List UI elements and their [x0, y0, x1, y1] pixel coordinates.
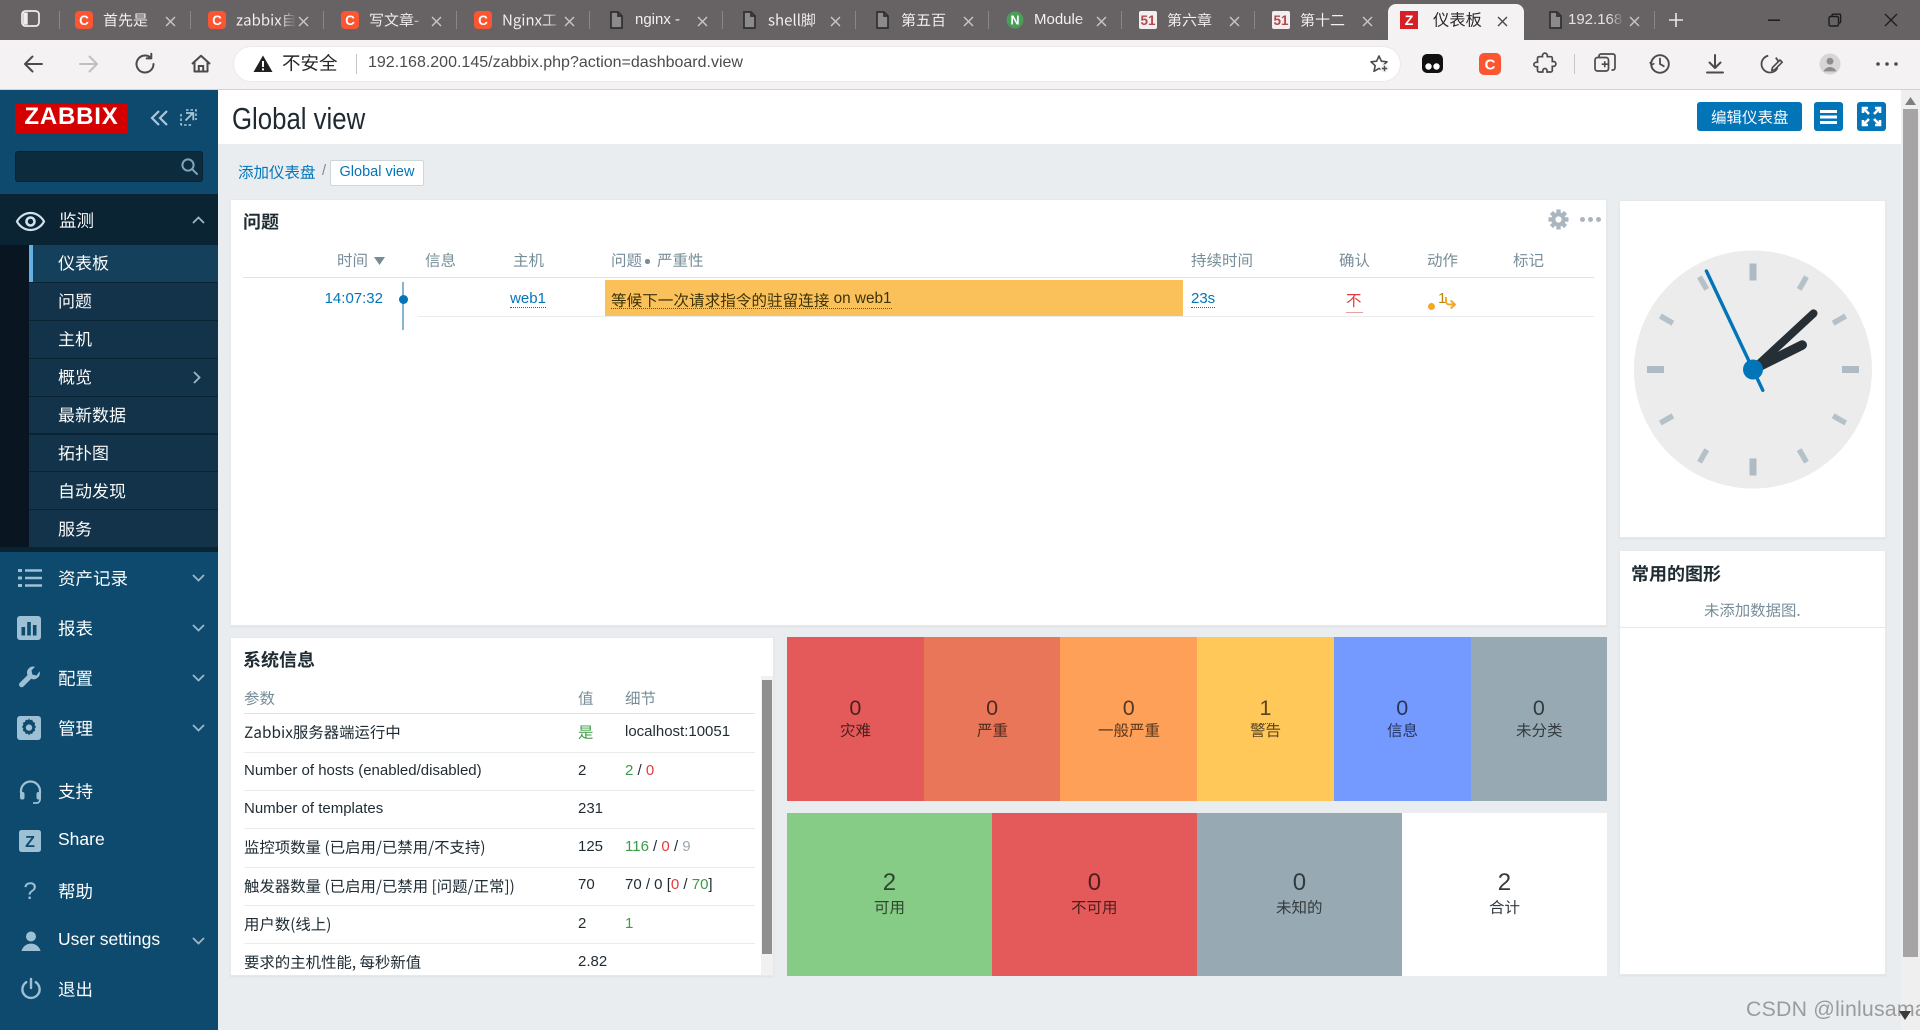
svg-text:51: 51	[1273, 13, 1289, 28]
svg-text:N: N	[1010, 14, 1019, 28]
svg-text:Z: Z	[1405, 12, 1414, 28]
svg-text:C: C	[79, 13, 89, 28]
svg-text:51: 51	[1140, 13, 1156, 28]
svg-text:C: C	[345, 13, 355, 28]
svg-text:C: C	[212, 13, 222, 28]
svg-text:C: C	[1485, 57, 1496, 74]
svg-text:?: ?	[23, 878, 36, 905]
svg-text:C: C	[478, 13, 488, 28]
svg-text:Z: Z	[25, 834, 35, 851]
